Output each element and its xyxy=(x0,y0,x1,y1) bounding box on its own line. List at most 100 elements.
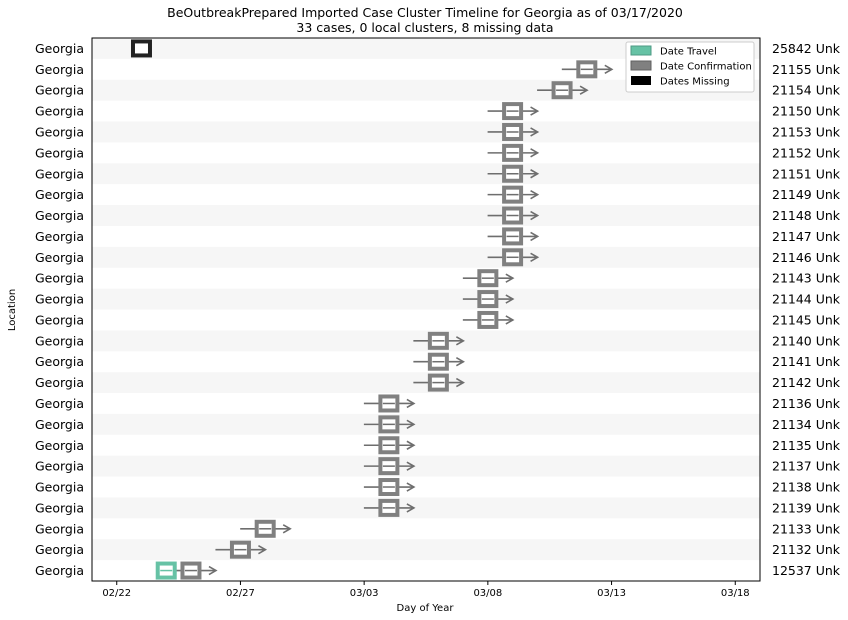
row-case-label: 21148 Unk xyxy=(772,208,841,223)
row-bands xyxy=(92,38,760,561)
chart-title: BeOutbreakPrepared Imported Case Cluster… xyxy=(167,5,683,20)
confirmation-arrow-head xyxy=(530,231,540,242)
row-case-label: 21132 Unk xyxy=(772,542,841,557)
row-case-label: 21141 Unk xyxy=(772,354,841,369)
row-location-label: Georgia xyxy=(35,124,84,139)
confirmation-arrow-head xyxy=(530,106,540,116)
row-location-label: Georgia xyxy=(35,166,84,181)
confirmation-marker xyxy=(413,352,465,371)
row-case-label: 21134 Unk xyxy=(772,417,841,432)
confirmation-marker xyxy=(487,206,540,225)
confirmation-marker xyxy=(487,185,540,204)
row-case-label: 21139 Unk xyxy=(772,500,841,515)
row-case-label: 21144 Unk xyxy=(772,292,841,307)
plot-frame xyxy=(91,37,761,582)
row-band xyxy=(92,38,760,59)
confirmation-arrow-head xyxy=(530,148,540,158)
confirmation-marker xyxy=(363,394,416,413)
row-location-label: Georgia xyxy=(35,250,84,265)
confirmation-arrow-head xyxy=(406,461,416,471)
confirmation-marker xyxy=(462,290,515,309)
confirmation-marker xyxy=(487,164,540,183)
x-tick-label: 03/18 xyxy=(721,588,750,599)
row-case-label: 21143 Unk xyxy=(772,271,841,286)
confirmation-arrow-head xyxy=(530,189,540,200)
missing-date-square xyxy=(130,39,152,58)
confirmation-arrow-head xyxy=(406,419,416,430)
row-band xyxy=(92,79,760,101)
legend-label-confirmation: Date Confirmation xyxy=(660,62,752,73)
legend-label-missing: Dates Missing xyxy=(660,77,730,88)
x-tick-label: 02/22 xyxy=(102,588,131,599)
legend-swatch-missing xyxy=(631,76,651,85)
confirmation-marker xyxy=(487,227,540,246)
row-case-label: 21136 Unk xyxy=(772,396,841,411)
x-tick-label: 03/08 xyxy=(473,588,502,599)
x-tick-label: 03/03 xyxy=(350,588,379,599)
row-case-label: 21133 Unk xyxy=(772,521,841,536)
row-location-label: Georgia xyxy=(35,83,84,98)
row-location-label: Georgia xyxy=(35,459,84,474)
row-case-label: 25842 Unk xyxy=(772,41,841,56)
row-location-label: Georgia xyxy=(35,417,84,432)
confirmation-marker xyxy=(537,81,589,100)
row-location-label: Georgia xyxy=(35,41,84,56)
confirmation-arrow-head xyxy=(282,524,292,534)
travel-marker xyxy=(155,561,177,580)
row-case-label: 21151 Unk xyxy=(772,166,841,181)
confirmation-marker xyxy=(462,269,515,288)
confirmation-arrow-head xyxy=(455,377,465,388)
row-location-label: Georgia xyxy=(35,396,84,411)
row-location-label: Georgia xyxy=(35,542,84,557)
confirmation-arrow-head xyxy=(530,127,540,137)
row-case-label: 21145 Unk xyxy=(772,312,841,327)
confirmation-arrow-head xyxy=(455,357,465,367)
confirmation-marker xyxy=(413,331,465,350)
confirmation-marker xyxy=(363,415,416,434)
row-case-label: 21153 Unk xyxy=(772,124,841,139)
confirmation-arrow-head xyxy=(530,169,540,179)
row-case-label: 21146 Unk xyxy=(772,250,841,265)
row-location-label: Georgia xyxy=(35,375,84,390)
chart-subtitle: 33 cases, 0 local clusters, 8 missing da… xyxy=(296,20,553,35)
row-case-label: 21137 Unk xyxy=(772,459,841,474)
confirmation-marker xyxy=(487,143,540,162)
confirmation-arrow-head xyxy=(258,544,268,555)
confirmation-arrow-head xyxy=(530,252,540,262)
row-labels: Georgia 25842 Unk Georgia 21155 Unk Georgia 2… xyxy=(35,41,841,578)
confirmation-arrow-head xyxy=(406,398,416,409)
confirmation-marker xyxy=(413,373,465,392)
row-location-label: Georgia xyxy=(35,229,84,244)
legend-swatch-confirmation xyxy=(630,60,652,71)
legend-label-travel: Date Travel xyxy=(660,47,717,58)
row-location-label: Georgia xyxy=(35,312,84,327)
row-location-label: Georgia xyxy=(35,354,84,369)
confirmation-marker xyxy=(363,457,416,476)
row-band xyxy=(92,205,760,226)
row-location-label: Georgia xyxy=(35,480,84,495)
confirmation-arrow-head xyxy=(406,440,416,450)
confirmation-marker xyxy=(363,436,416,455)
row-case-label: 21147 Unk xyxy=(772,229,841,244)
row-location-label: Georgia xyxy=(35,145,84,160)
confirmation-marker xyxy=(487,102,540,121)
x-tick-label: 02/27 xyxy=(226,588,255,599)
chart-marks xyxy=(130,39,614,580)
row-case-label: 21142 Unk xyxy=(772,375,841,390)
confirmation-marker xyxy=(487,248,540,267)
row-location-label: Georgia xyxy=(35,500,84,515)
confirmation-arrow-head xyxy=(208,565,218,576)
legend-box xyxy=(625,41,755,93)
row-band xyxy=(92,455,760,477)
row-location-label: Georgia xyxy=(35,104,84,119)
legend-swatch-travel xyxy=(630,45,652,56)
confirmation-arrow-head xyxy=(604,64,614,75)
row-case-label: 21152 Unk xyxy=(772,145,841,160)
row-location-label: Georgia xyxy=(35,333,84,348)
confirmation-marker xyxy=(487,122,540,141)
x-axis-label: Day of Year xyxy=(397,603,455,614)
row-case-label: 21149 Unk xyxy=(772,187,841,202)
row-case-label: 12537 Unk xyxy=(772,563,841,578)
confirmation-marker xyxy=(363,478,416,497)
confirmation-arrow-head xyxy=(505,315,515,325)
